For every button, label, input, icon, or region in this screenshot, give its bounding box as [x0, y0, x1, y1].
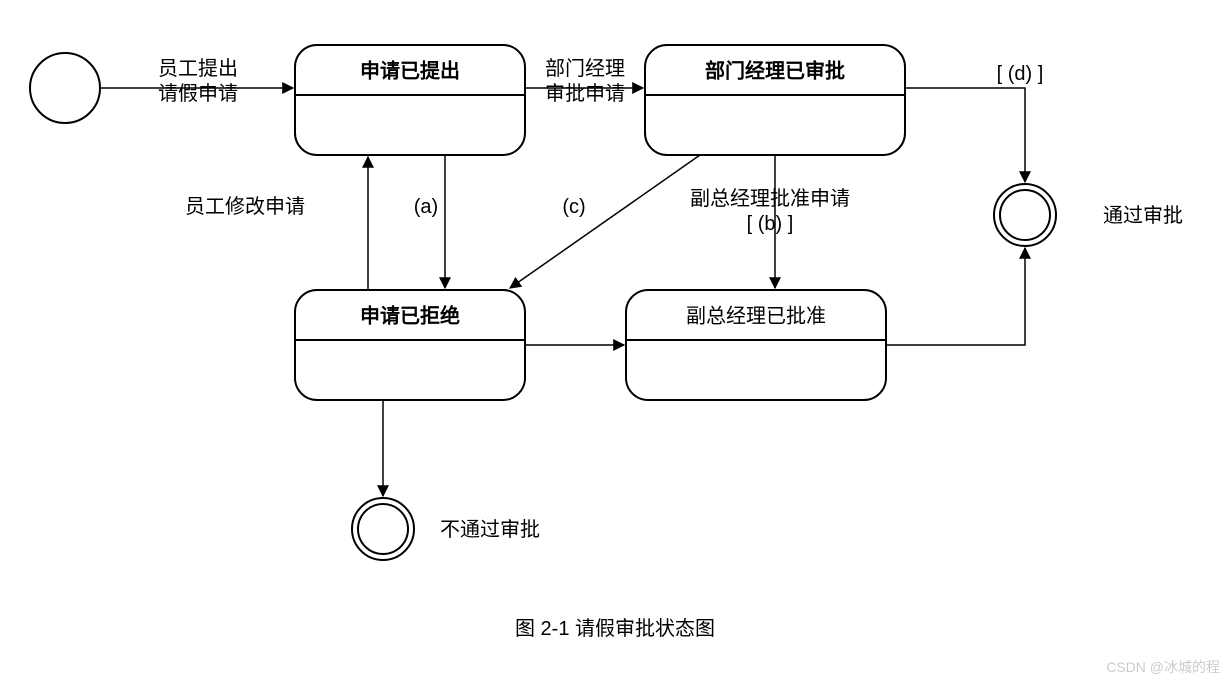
- edge-vp-to-finalpass: [886, 248, 1025, 345]
- edge-label-e1-line1: 员工提出: [158, 57, 238, 80]
- edge-dept-to-finalpass: [905, 88, 1025, 182]
- state-rejected: 申请已拒绝: [295, 290, 525, 400]
- edge-label-e2-line2: 审批申请: [545, 82, 625, 105]
- final-state-pass: 通过审批: [994, 184, 1183, 246]
- final-state-fail: 不通过审批: [352, 498, 540, 560]
- edge-label-e6-line1: 副总经理批准申请: [690, 187, 850, 210]
- diagram-caption: 图 2-1 请假审批状态图: [515, 617, 715, 640]
- state-submitted: 申请已提出: [295, 45, 525, 155]
- state-rejected-label: 申请已拒绝: [360, 303, 460, 327]
- edge-label-e6-line2: [ (b) ]: [747, 213, 794, 235]
- state-vp-approved-label: 副总经理已批准: [686, 304, 826, 327]
- state-vp-approved: 副总经理已批准: [626, 290, 886, 400]
- edge-label-e2-line1: 部门经理: [545, 57, 625, 80]
- watermark: CSDN @冰城的程: [1106, 659, 1220, 675]
- final-pass-label: 通过审批: [1103, 204, 1183, 227]
- state-dept-approved-label: 部门经理已审批: [705, 58, 845, 82]
- state-submitted-label: 申请已提出: [360, 58, 460, 82]
- edge-dept-to-rejected: [510, 155, 700, 288]
- edge-label-e4: (a): [414, 196, 438, 218]
- edge-label-e7: [ (d) ]: [997, 63, 1044, 85]
- state-dept-approved: 部门经理已审批: [645, 45, 905, 155]
- edge-label-e5: (c): [562, 196, 585, 218]
- edge-label-e3: 员工修改申请: [185, 195, 305, 218]
- final-fail-label: 不通过审批: [440, 518, 540, 541]
- initial-state: [30, 53, 100, 123]
- edge-label-e1-line2: 请假申请: [158, 82, 238, 105]
